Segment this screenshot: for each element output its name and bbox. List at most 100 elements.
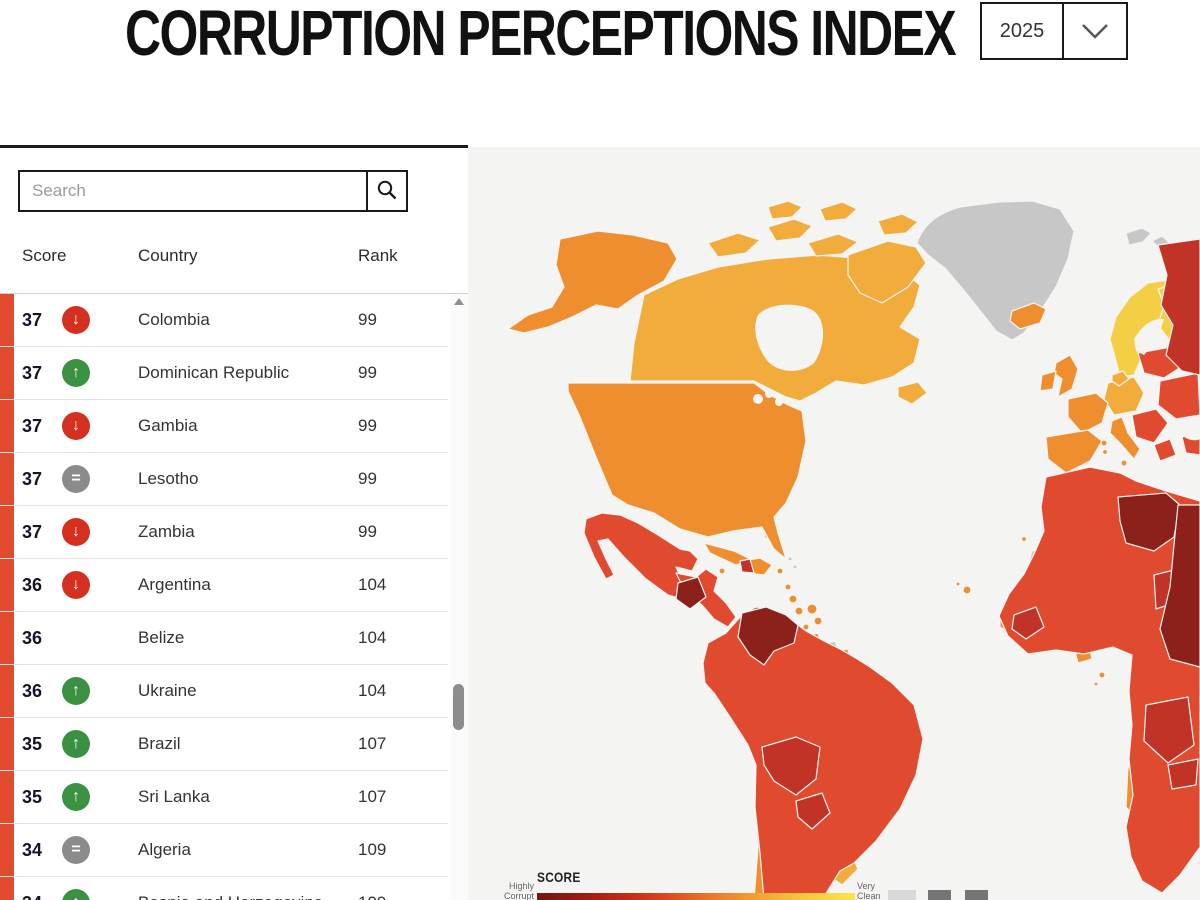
table-row[interactable]: 37 = Lesotho 99 bbox=[0, 453, 448, 506]
region-sicily[interactable] bbox=[1120, 459, 1128, 467]
table-row[interactable]: 37 ↓ Colombia 99 bbox=[0, 294, 448, 347]
search-icon bbox=[376, 179, 398, 204]
region-guinea[interactable] bbox=[1011, 606, 1045, 640]
search-input[interactable] bbox=[20, 172, 366, 210]
region-canary[interactable] bbox=[1020, 535, 1028, 543]
score-color-bar bbox=[0, 718, 14, 770]
black-sea bbox=[1178, 421, 1200, 441]
region-libya[interactable] bbox=[1117, 492, 1181, 552]
scroll-up-icon[interactable] bbox=[454, 298, 464, 305]
region-arctic-island-6[interactable] bbox=[877, 213, 919, 236]
region-arctic-island-4[interactable] bbox=[767, 200, 803, 220]
region-alaska[interactable] bbox=[507, 230, 678, 334]
region-greece[interactable] bbox=[1153, 438, 1177, 462]
table-row[interactable]: 34 = Algeria 109 bbox=[0, 824, 448, 877]
map-control-button-1[interactable] bbox=[928, 890, 951, 900]
score-value: 37 bbox=[22, 362, 43, 383]
map-control-button-2[interactable] bbox=[965, 890, 988, 900]
region-denmark[interactable] bbox=[1111, 370, 1130, 387]
region-nicaragua[interactable] bbox=[675, 576, 707, 610]
regions-dark-red bbox=[739, 238, 1200, 830]
region-antilles-5[interactable] bbox=[813, 616, 823, 626]
rank-value: 104 bbox=[358, 628, 387, 647]
region-svalbard[interactable] bbox=[1125, 227, 1152, 246]
year-value[interactable]: 2025 bbox=[999, 19, 1045, 42]
chevron-down-icon[interactable] bbox=[1062, 4, 1126, 58]
table-row[interactable]: 34 ↑ Bosnia and Herzegovina 109 bbox=[0, 877, 448, 900]
region-france[interactable] bbox=[1067, 392, 1109, 434]
region-arctic-island-3[interactable] bbox=[807, 233, 859, 257]
table-row[interactable]: 37 ↓ Zambia 99 bbox=[0, 506, 448, 559]
region-bolivia[interactable] bbox=[761, 736, 821, 796]
region-antilles-gray-2[interactable] bbox=[792, 564, 798, 570]
score-color-bar bbox=[0, 294, 14, 346]
score-color-bar bbox=[0, 824, 14, 876]
region-arctic-island-1[interactable] bbox=[707, 232, 761, 258]
scrollbar-thumb[interactable] bbox=[453, 684, 464, 730]
region-trinidad[interactable] bbox=[802, 623, 810, 631]
region-venezuela[interactable] bbox=[737, 606, 799, 666]
region-jamaica[interactable] bbox=[718, 567, 726, 575]
scrollbar[interactable] bbox=[451, 294, 467, 900]
header: CORRUPTION PERCEPTIONS INDEX 2025 bbox=[0, 0, 1200, 145]
region-corsica[interactable] bbox=[1101, 448, 1109, 456]
score-color-bar bbox=[0, 665, 14, 717]
region-drc[interactable] bbox=[1143, 696, 1195, 764]
region-zimbabwe[interactable] bbox=[1167, 758, 1199, 790]
region-antilles-2[interactable] bbox=[788, 594, 798, 604]
score-value: 37 bbox=[22, 309, 43, 330]
trend-icon: = bbox=[62, 836, 90, 864]
region-sao-tome-2[interactable] bbox=[1093, 681, 1099, 687]
legend-no-data-box[interactable] bbox=[888, 890, 916, 900]
region-italy[interactable] bbox=[1109, 416, 1141, 460]
region-greenland[interactable] bbox=[916, 200, 1075, 341]
region-iberia[interactable] bbox=[1045, 429, 1103, 474]
region-ukraine-romania[interactable] bbox=[1157, 372, 1200, 420]
region-sardinia[interactable] bbox=[1100, 439, 1108, 447]
regions-maroon bbox=[675, 492, 1200, 668]
country-panel: Score Country Rank 37 ↓ Colombia 99 37 ↑… bbox=[0, 145, 468, 900]
region-baffin-island[interactable] bbox=[847, 240, 927, 304]
region-antilles-4[interactable] bbox=[806, 603, 818, 615]
region-russia[interactable] bbox=[1157, 238, 1200, 376]
table-row[interactable]: 37 ↓ Gambia 99 bbox=[0, 400, 448, 453]
table-row[interactable]: 35 ↑ Sri Lanka 107 bbox=[0, 771, 448, 824]
region-africa[interactable] bbox=[998, 466, 1200, 894]
region-cape-verde-2[interactable] bbox=[955, 581, 961, 587]
rank-value: 99 bbox=[358, 522, 377, 541]
table-row[interactable]: 36 ↑ Ukraine 104 bbox=[0, 665, 448, 718]
region-usa[interactable] bbox=[567, 382, 807, 560]
search-button[interactable] bbox=[366, 172, 406, 210]
region-arctic-island-2[interactable] bbox=[767, 218, 813, 242]
region-arctic-island-5[interactable] bbox=[819, 201, 858, 222]
search-bar bbox=[18, 170, 408, 212]
country-name: Colombia bbox=[138, 310, 210, 329]
country-name: Lesotho bbox=[138, 469, 199, 488]
region-sao-tome[interactable] bbox=[1098, 671, 1106, 679]
region-antilles-1[interactable] bbox=[784, 583, 792, 591]
score-value: 35 bbox=[22, 786, 43, 807]
region-cape-verde[interactable] bbox=[962, 585, 972, 595]
region-haiti[interactable] bbox=[739, 558, 755, 574]
table-row[interactable]: 35 ↑ Brazil 107 bbox=[0, 718, 448, 771]
baltic-sea bbox=[1134, 318, 1164, 355]
region-antilles-3[interactable] bbox=[794, 606, 804, 616]
world-map[interactable]: SCORE Highly Corrupt Very Clean bbox=[468, 147, 1200, 900]
region-balkans[interactable] bbox=[1131, 408, 1169, 444]
year-selector[interactable]: 2025 bbox=[980, 2, 1128, 60]
region-iceland[interactable] bbox=[1009, 302, 1047, 330]
table-row[interactable]: 37 ↑ Dominican Republic 99 bbox=[0, 347, 448, 400]
score-color-bar bbox=[0, 400, 14, 452]
region-paraguay[interactable] bbox=[795, 792, 831, 830]
region-ireland[interactable] bbox=[1039, 370, 1057, 392]
table-row[interactable]: 36 ↓ Argentina 104 bbox=[0, 559, 448, 612]
country-name: Algeria bbox=[138, 840, 191, 859]
region-antilles-gray[interactable] bbox=[787, 556, 793, 562]
score-gradient bbox=[537, 893, 855, 900]
region-newfoundland[interactable] bbox=[897, 381, 928, 405]
region-svalbard-2[interactable] bbox=[1151, 235, 1170, 250]
region-egypt-sudan[interactable] bbox=[1159, 504, 1200, 668]
region-uk[interactable] bbox=[1053, 354, 1079, 398]
table-row[interactable]: 36 Belize 104 bbox=[0, 612, 448, 665]
region-puerto-rico[interactable] bbox=[776, 567, 784, 575]
